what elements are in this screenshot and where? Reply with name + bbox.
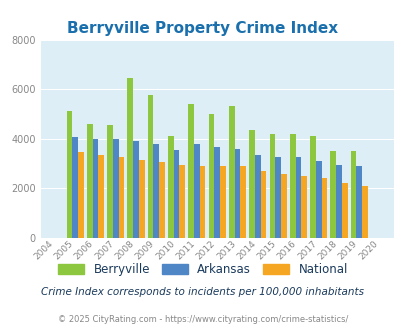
Bar bbox=[269, 134, 275, 238]
Bar bbox=[361, 185, 367, 238]
Bar bbox=[301, 176, 306, 238]
Bar bbox=[335, 165, 341, 238]
Bar bbox=[139, 160, 144, 238]
Bar bbox=[356, 166, 361, 238]
Bar bbox=[66, 112, 72, 238]
Bar bbox=[194, 144, 199, 238]
Bar bbox=[78, 152, 83, 238]
Text: Berryville Property Crime Index: Berryville Property Crime Index bbox=[67, 21, 338, 36]
Bar bbox=[168, 136, 173, 238]
Bar bbox=[127, 78, 133, 238]
Bar bbox=[188, 104, 194, 238]
Bar bbox=[199, 166, 205, 238]
Bar bbox=[240, 166, 245, 238]
Bar bbox=[280, 175, 286, 238]
Bar bbox=[315, 161, 321, 238]
Text: © 2025 CityRating.com - https://www.cityrating.com/crime-statistics/: © 2025 CityRating.com - https://www.city… bbox=[58, 315, 347, 324]
Bar bbox=[321, 178, 326, 238]
Bar bbox=[330, 151, 335, 238]
Bar bbox=[275, 157, 280, 238]
Bar bbox=[72, 137, 78, 238]
Bar bbox=[249, 130, 254, 238]
Text: Crime Index corresponds to incidents per 100,000 inhabitants: Crime Index corresponds to incidents per… bbox=[41, 287, 364, 297]
Bar bbox=[173, 150, 179, 238]
Bar bbox=[295, 157, 301, 238]
Bar bbox=[254, 155, 260, 238]
Bar bbox=[228, 106, 234, 238]
Bar bbox=[208, 114, 214, 238]
Bar bbox=[153, 144, 159, 238]
Bar bbox=[179, 165, 185, 238]
Bar bbox=[220, 166, 225, 238]
Bar bbox=[113, 139, 118, 238]
Bar bbox=[214, 147, 220, 238]
Bar bbox=[260, 171, 266, 238]
Bar bbox=[234, 148, 240, 238]
Bar bbox=[92, 139, 98, 238]
Bar bbox=[350, 151, 356, 238]
Legend: Berryville, Arkansas, National: Berryville, Arkansas, National bbox=[53, 258, 352, 281]
Bar bbox=[289, 134, 295, 238]
Bar bbox=[118, 157, 124, 238]
Bar bbox=[133, 141, 139, 238]
Bar bbox=[147, 95, 153, 238]
Bar bbox=[159, 162, 164, 238]
Bar bbox=[87, 124, 92, 238]
Bar bbox=[309, 136, 315, 238]
Bar bbox=[107, 125, 113, 238]
Bar bbox=[341, 183, 347, 238]
Bar bbox=[98, 155, 104, 238]
